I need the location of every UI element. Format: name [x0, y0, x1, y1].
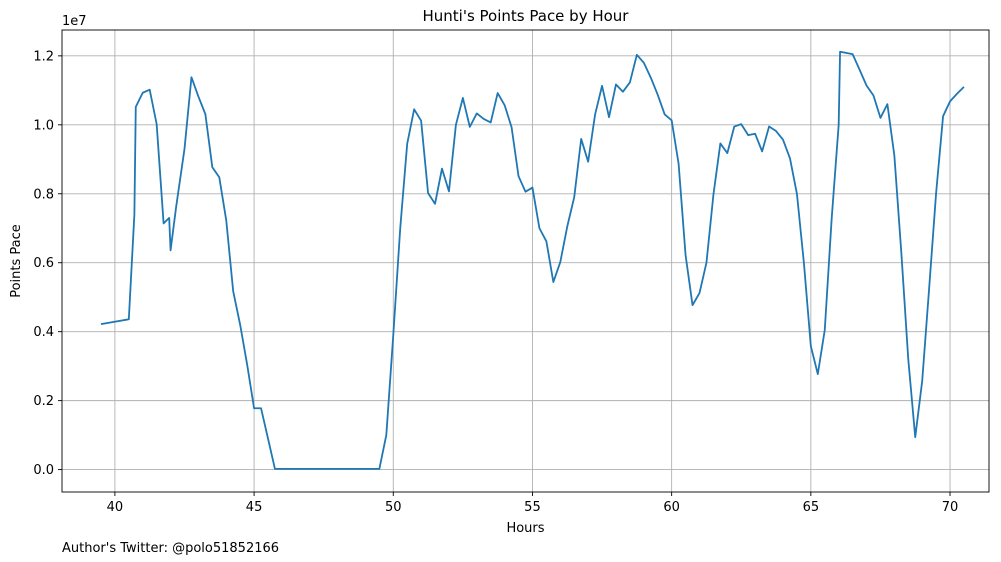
y-offset-label: 1e7 [62, 14, 87, 29]
y-tick-label: 0.2 [33, 394, 54, 409]
y-tick-label: 0.6 [33, 256, 54, 271]
plot-area [62, 30, 989, 492]
x-tick-label: 60 [663, 500, 680, 515]
y-tick-label: 0.4 [33, 325, 54, 340]
x-tick-label: 45 [246, 500, 263, 515]
y-tick-label: 1.2 [33, 49, 54, 64]
grid-lines [62, 30, 989, 492]
series-line [100, 50, 965, 470]
x-tick-label: 55 [524, 500, 541, 515]
x-axis-label: Hours [506, 521, 544, 536]
author-footer: Author's Twitter: @polo51852166 [62, 541, 279, 556]
y-tick-label: 1.0 [33, 118, 54, 133]
x-tick-label: 65 [803, 500, 820, 515]
x-tick-label: 50 [385, 500, 402, 515]
chart-title: Hunti's Points Pace by Hour [423, 7, 630, 25]
plot-frame [61, 29, 990, 493]
x-tick-label: 70 [942, 500, 959, 515]
x-tick-label: 40 [107, 500, 124, 515]
y-tick-label: 0.0 [33, 463, 54, 478]
axis-ticks: 40 45 50 55 60 65 70 0.0 0.2 0.4 0.6 0.8 1.0 1.2 [33, 49, 958, 515]
y-tick-label: 0.8 [33, 187, 54, 202]
y-axis-label: Points Pace [9, 224, 24, 298]
